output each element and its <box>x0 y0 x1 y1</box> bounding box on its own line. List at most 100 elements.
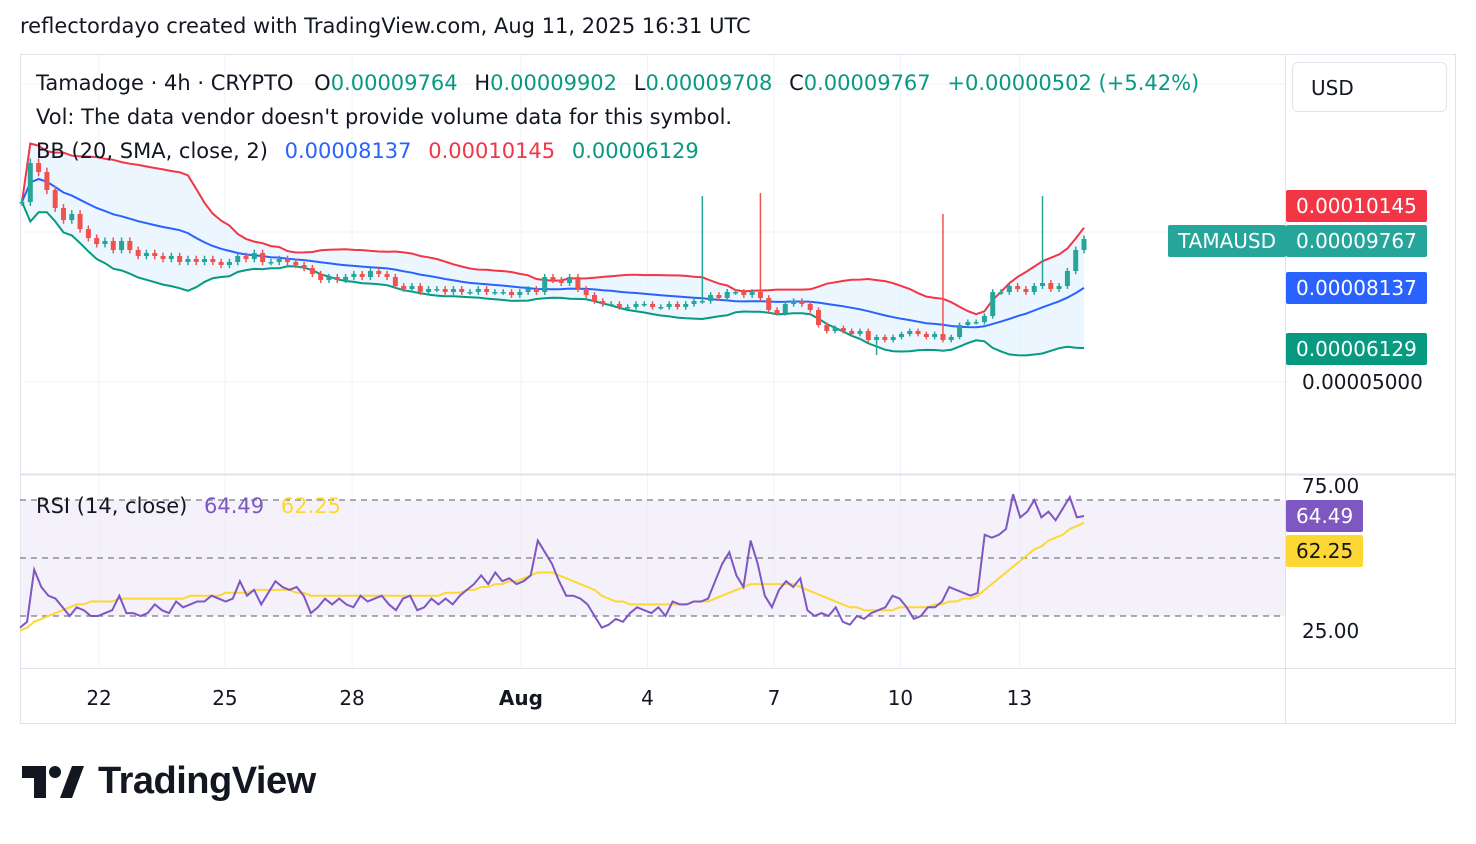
candle-body <box>160 256 166 259</box>
candle-body <box>492 292 498 294</box>
candle <box>226 258 232 269</box>
candle-body <box>509 292 515 295</box>
candle-body <box>533 289 539 292</box>
candle-body <box>218 262 224 265</box>
candle-body <box>824 325 830 331</box>
candle-body <box>484 289 490 292</box>
candle-body <box>882 337 888 340</box>
candle-body <box>143 253 149 256</box>
rsi-ma-tag: 62.25 <box>1286 535 1364 567</box>
candle-body <box>260 253 266 262</box>
candle <box>417 283 423 295</box>
candle-body <box>816 310 821 325</box>
currency-button[interactable]: USD <box>1292 62 1447 112</box>
candle <box>251 249 257 263</box>
candle-body <box>567 277 573 283</box>
tradingview-logo[interactable]: TradingView <box>22 760 316 803</box>
candle-body <box>807 304 813 310</box>
bb-lower-line <box>21 201 1085 357</box>
candle <box>442 286 448 295</box>
candle-body <box>1006 286 1012 292</box>
candle-body <box>210 259 216 262</box>
rsi-legend: RSI (14, close) 64.49 62.25 <box>36 494 341 518</box>
candle-body <box>127 241 133 250</box>
candle <box>509 289 515 298</box>
candle-body <box>898 334 904 337</box>
candle-body <box>683 304 689 307</box>
candle-body <box>77 214 83 229</box>
candle <box>724 289 730 301</box>
candle <box>816 307 821 328</box>
candle <box>484 286 490 295</box>
candle <box>882 334 888 343</box>
candle <box>957 322 963 340</box>
candle-body <box>525 289 531 292</box>
candle <box>517 289 523 298</box>
rsi-label[interactable]: RSI (14, close) <box>36 494 188 518</box>
candle-body <box>782 304 788 313</box>
candle-body <box>915 331 921 334</box>
volume-legend: Vol: The data vendor doesn't provide vol… <box>36 105 733 129</box>
candle-body <box>874 337 880 340</box>
tradingview-logo-text: TradingView <box>98 760 316 802</box>
time-axis-label: Aug <box>498 686 543 710</box>
candle-body <box>426 289 432 292</box>
candle <box>658 304 664 310</box>
candle-body <box>417 286 423 292</box>
candle <box>915 328 921 337</box>
candle <box>210 255 216 266</box>
candle <box>19 198 25 206</box>
candle-body <box>973 322 979 324</box>
last-price-tag: 0.00009767 <box>1286 225 1427 257</box>
candle <box>318 270 324 284</box>
bb-basis-value: 0.00008137 <box>284 139 412 163</box>
candle-body <box>600 301 606 304</box>
rsi-tag: 64.49 <box>1286 500 1364 532</box>
candle <box>27 158 33 206</box>
bb-upper-tag: 0.00010145 <box>1286 190 1427 222</box>
candle <box>260 249 266 266</box>
bb-lower-tag: 0.00006129 <box>1286 333 1427 365</box>
candle <box>575 273 581 292</box>
candle-body <box>52 190 58 208</box>
candle <box>102 237 108 248</box>
symbol-label[interactable]: Tamadoge · 4h · CRYPTO <box>36 71 294 95</box>
candle-body <box>932 334 938 337</box>
candle-body <box>998 292 1004 294</box>
candle-body <box>119 241 125 250</box>
candle-body <box>36 163 42 172</box>
candle-body <box>434 289 440 291</box>
candle <box>874 334 880 355</box>
candle-body <box>658 307 664 309</box>
candle-body <box>583 289 589 295</box>
candle <box>865 328 871 343</box>
candle <box>110 237 116 254</box>
candle <box>301 261 307 272</box>
candle-body <box>832 328 838 331</box>
candle <box>525 286 531 295</box>
candle-body <box>85 229 91 238</box>
candle-body <box>293 262 299 265</box>
candle <box>152 249 158 260</box>
open-label: O <box>314 71 331 95</box>
candle <box>52 185 58 212</box>
candle-body <box>1081 238 1087 250</box>
candle-body <box>965 322 971 325</box>
candle-body <box>185 259 191 262</box>
candle <box>1048 280 1054 292</box>
candle <box>367 267 373 281</box>
candle-body <box>1040 283 1046 286</box>
bb-label[interactable]: BB (20, SMA, close, 2) <box>36 139 268 163</box>
candle <box>533 286 539 295</box>
candle-body <box>334 277 340 280</box>
candle <box>193 255 199 266</box>
candle <box>293 258 299 269</box>
candle-body <box>608 304 614 306</box>
candle <box>633 301 639 310</box>
candle <box>832 325 838 334</box>
candle <box>840 325 846 334</box>
candle <box>741 289 747 298</box>
candle-body <box>616 304 622 307</box>
candle <box>351 270 357 281</box>
